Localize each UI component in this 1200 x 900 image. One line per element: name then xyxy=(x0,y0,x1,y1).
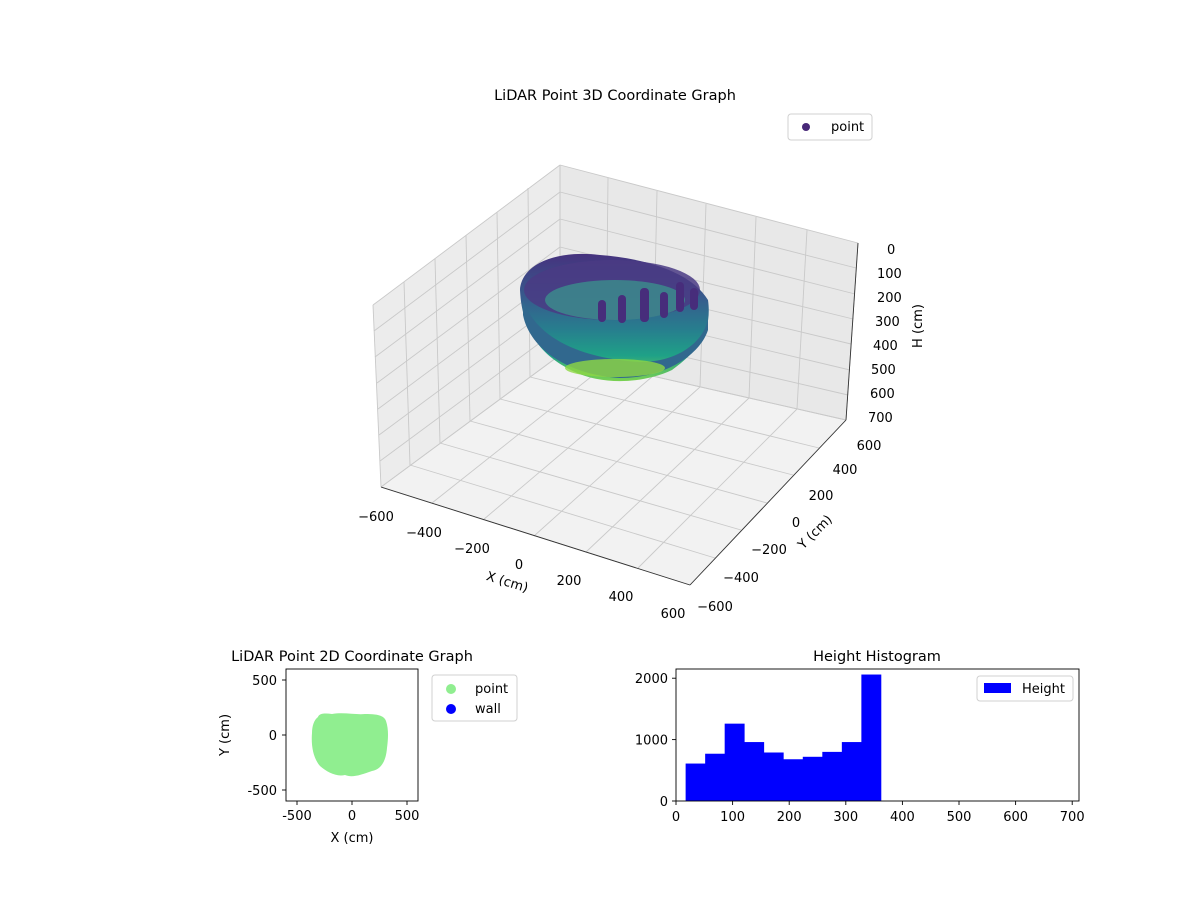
legend-2d: point wall xyxy=(431,674,518,722)
legend-marker-height xyxy=(984,683,1011,693)
chart-2d: LiDAR Point 2D Coordinate Graph -500 0 5… xyxy=(218,649,518,846)
x-tick-label: 200 xyxy=(777,810,802,825)
histogram-bars xyxy=(685,674,882,801)
histogram-bar xyxy=(822,751,843,801)
legend-marker-point xyxy=(446,684,456,694)
z-tick-label: 0 xyxy=(887,243,895,258)
z-axis-line xyxy=(845,242,859,421)
chart-histogram: Height Histogram 0 100 200 300 400 500 600 700 … xyxy=(635,649,1085,825)
pane-back-left xyxy=(373,165,560,487)
z-tick-label: 700 xyxy=(868,411,893,426)
z-tick-label: 100 xyxy=(877,267,902,282)
x-tick-label: 700 xyxy=(1060,810,1085,825)
x-tick-label: 600 xyxy=(661,607,686,622)
x-axis-label-2d: X (cm) xyxy=(331,831,374,846)
point-cloud-pillars xyxy=(598,282,698,323)
y-axis-line xyxy=(689,419,847,586)
x-tick-label: 400 xyxy=(890,810,915,825)
y-tick-label: −600 xyxy=(697,600,733,615)
z-ticks-3d: 0 100 200 300 400 500 600 700 xyxy=(868,243,902,426)
histogram-x-ticks: 0 100 200 300 400 500 600 700 xyxy=(672,801,1085,825)
x-axis-label-3d: X (cm) xyxy=(484,569,530,596)
histogram-bar xyxy=(783,759,804,801)
histogram-bar xyxy=(763,752,784,801)
z-tick-label: 200 xyxy=(877,291,902,306)
legend-label-wall: wall xyxy=(475,702,501,717)
histogram-bar xyxy=(705,753,726,801)
z-tick-label: 500 xyxy=(871,363,896,378)
x-tick-label: 100 xyxy=(720,810,745,825)
y-tick-label-2d: 0 xyxy=(269,729,277,744)
legend-label-point: point xyxy=(831,120,864,135)
z-tick-label: 400 xyxy=(873,339,898,354)
point-cloud-bottom xyxy=(565,359,665,377)
histogram-title: Height Histogram xyxy=(813,649,941,665)
y-tick-label: 0 xyxy=(792,516,800,531)
legend-marker-wall xyxy=(446,704,456,714)
x-tick-label-2d: 0 xyxy=(348,809,356,824)
y-axis-label-3d: Y (cm) xyxy=(795,512,836,553)
x-tick-label: 0 xyxy=(672,810,680,825)
histogram-bar xyxy=(685,763,706,801)
x-tick-label: 0 xyxy=(515,558,523,573)
point-cloud-interior xyxy=(545,280,685,320)
y-tick-label: 600 xyxy=(857,439,882,454)
legend-label-height: Height xyxy=(1022,682,1065,697)
x-ticks-2d xyxy=(296,801,408,805)
legend-3d: point xyxy=(787,113,873,141)
legend-marker-point xyxy=(802,123,810,131)
chart-3d-title: LiDAR Point 3D Coordinate Graph xyxy=(494,88,736,104)
legend-histogram: Height xyxy=(976,675,1074,702)
pane-floor xyxy=(381,355,846,585)
legend-label-point: point xyxy=(475,682,508,697)
y-tick-label: 200 xyxy=(809,489,834,504)
histogram-bar xyxy=(861,674,882,801)
histogram-y-ticks: 0 1000 2000 xyxy=(635,672,676,810)
x-ticks-3d: −600 −400 −200 0 200 400 600 xyxy=(358,510,685,622)
y-tick-label-2d: -500 xyxy=(247,784,277,799)
x-tick-label: −400 xyxy=(406,526,442,541)
histogram-bar xyxy=(744,742,765,801)
x-tick-label-2d: -500 xyxy=(282,809,312,824)
histogram-bar xyxy=(841,742,862,801)
x-tick-label: 300 xyxy=(833,810,858,825)
axes-3d xyxy=(380,242,859,586)
point-blob-2d xyxy=(311,713,388,777)
x-tick-label-2d: 500 xyxy=(395,809,420,824)
y-tick-label: 2000 xyxy=(635,672,668,687)
x-tick-label: −200 xyxy=(454,542,490,557)
x-axis-line xyxy=(380,486,691,586)
x-tick-label: 500 xyxy=(947,810,972,825)
z-axis-label-3d: H (cm) xyxy=(911,304,926,348)
y-tick-label: 400 xyxy=(833,463,858,478)
z-tick-label: 300 xyxy=(875,315,900,330)
point-cloud-3d xyxy=(520,253,709,382)
histogram-bar xyxy=(802,756,823,801)
y-tick-label: −200 xyxy=(751,543,787,558)
y-ticks-3d: −600 −400 −200 0 200 400 600 xyxy=(697,439,881,615)
chart-2d-title: LiDAR Point 2D Coordinate Graph xyxy=(231,649,473,665)
y-tick-label: 0 xyxy=(660,795,668,810)
point-cloud-front-wall xyxy=(523,300,708,378)
x-tick-label: 400 xyxy=(609,590,634,605)
y-tick-label: 1000 xyxy=(635,734,668,749)
histogram-bar xyxy=(724,723,745,801)
x-tick-label: −600 xyxy=(358,510,394,525)
y-ticks-2d xyxy=(282,679,286,791)
x-tick-label: 200 xyxy=(557,574,582,589)
z-tick-label: 600 xyxy=(870,387,895,402)
y-tick-label: −400 xyxy=(723,571,759,586)
y-tick-label-2d: 500 xyxy=(252,674,277,689)
x-tick-label: 600 xyxy=(1003,810,1028,825)
chart-3d: LiDAR Point 3D Coordinate Graph xyxy=(358,88,926,622)
y-axis-label-2d: Y (cm) xyxy=(218,714,233,757)
